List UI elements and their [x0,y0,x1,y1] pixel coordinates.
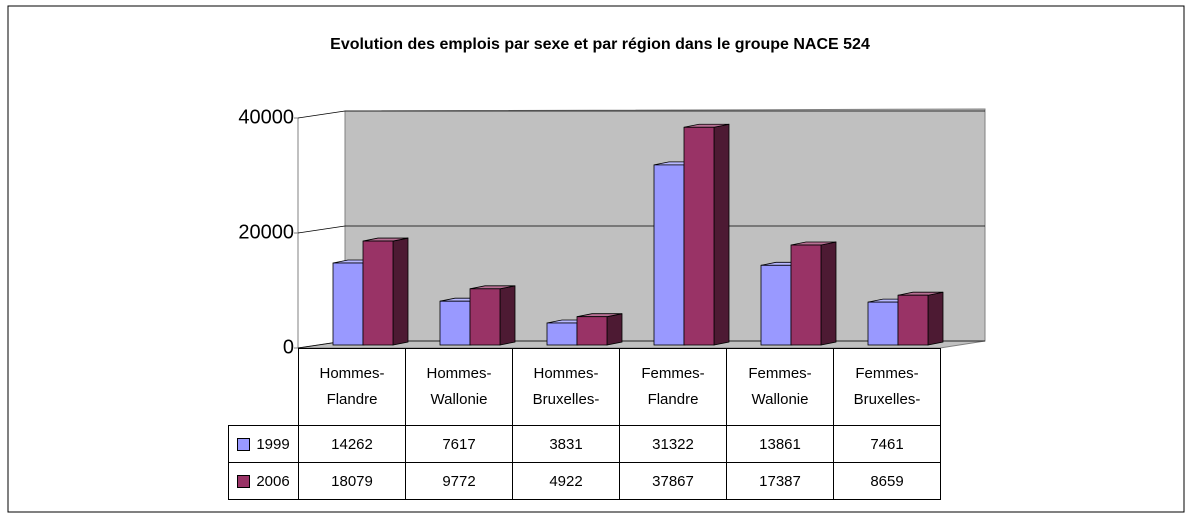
bar-side [713,123,730,346]
bar [653,164,685,346]
category-cell: Femmes-Bruxelles- [833,348,941,426]
category-cell: Femmes-Wallonie [726,348,834,426]
bar-side [927,291,944,346]
x-tick-label: Hommes-Wallonie [426,365,492,408]
x-tick-label: Femmes-Wallonie [748,365,812,408]
legend-entry: 1999 [228,425,299,463]
grid-line [297,225,346,234]
table-value: 4922 [512,462,620,500]
x-tick-label: Hommes-Flandre [319,365,385,408]
category-cell: Femmes-Flandre [619,348,727,426]
table-value: 17387 [726,462,834,500]
bar-side [820,241,837,346]
bar [332,262,364,346]
legend-label: 1999 [256,435,290,453]
bar [790,244,822,346]
table-value: 13861 [726,425,834,463]
bar [362,240,394,346]
table-value: 9772 [405,462,513,500]
legend-label: 2006 [256,472,290,490]
bar [576,316,608,346]
bar [469,288,501,346]
x-tick-label: Femmes-Flandre [641,365,705,408]
table-value: 8659 [833,462,941,500]
bar [897,294,929,346]
legend-key [237,474,251,488]
category-cell: Hommes-Wallonie [405,348,513,426]
table-value: 31322 [619,425,727,463]
table-value: 3831 [512,425,620,463]
y-tick-label: 20000 [238,221,294,243]
bar [867,301,899,346]
bar [683,126,715,346]
y-tick-label: 0 [283,336,294,358]
legend-key [237,437,251,451]
legend-entry: 2006 [228,462,299,500]
x-tick-label: Hommes-Bruxelles- [532,365,600,408]
table-value: 18079 [298,462,406,500]
chart-title: Evolution des emplois par sexe et par ré… [330,36,870,53]
grid-line [297,110,346,119]
category-cell: Hommes-Flandre [298,348,406,426]
bar-side [606,313,623,346]
bar [439,300,471,346]
table-value: 7617 [405,425,513,463]
y-tick-label: 40000 [238,106,294,128]
table-value: 7461 [833,425,941,463]
table-value: 14262 [298,425,406,463]
category-cell: Hommes-Bruxelles- [512,348,620,426]
bar [760,264,792,346]
bar-side [392,237,409,346]
x-tick-label: Femmes-Bruxelles- [853,365,921,408]
bar [546,322,578,346]
table-value: 37867 [619,462,727,500]
bar-side [499,285,516,346]
